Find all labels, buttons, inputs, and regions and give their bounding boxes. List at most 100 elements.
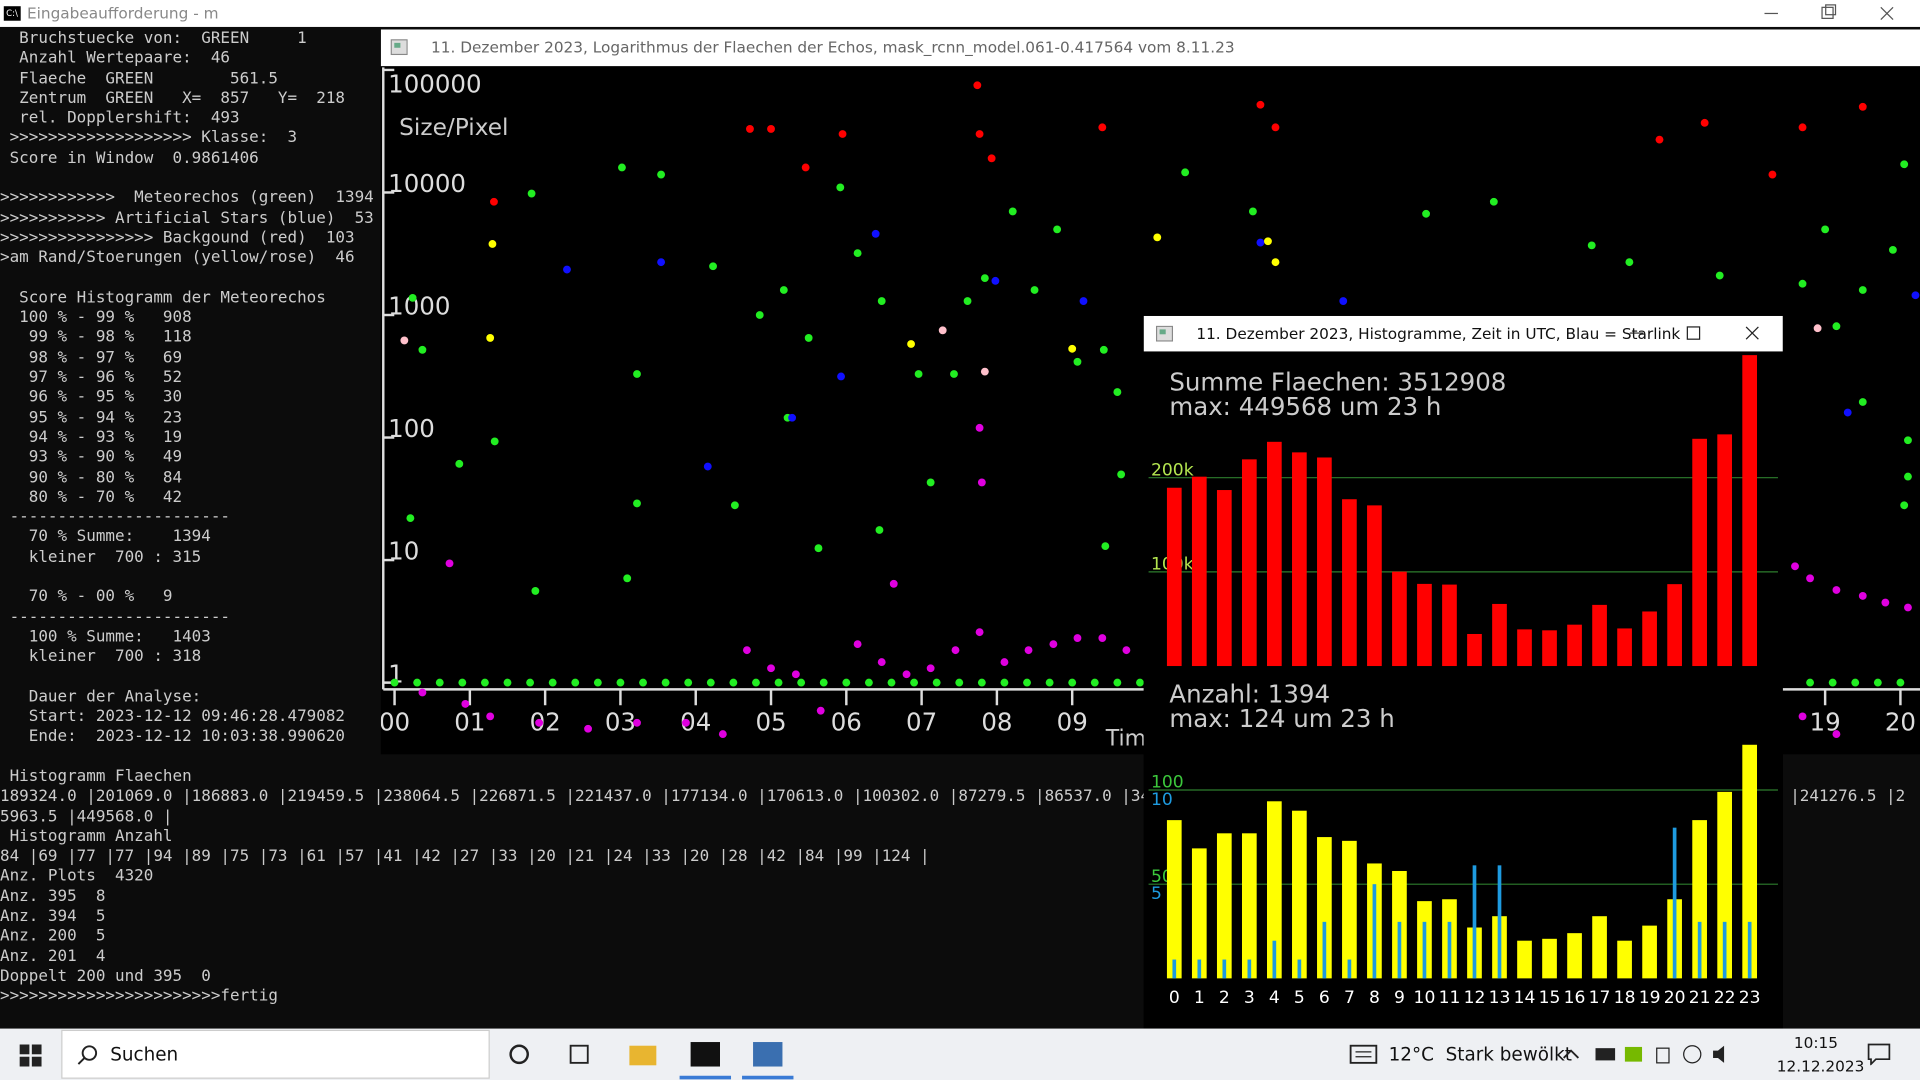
bar — [1222, 959, 1227, 979]
point — [887, 678, 896, 687]
console-text: Histogramm Flaechen — [0, 767, 192, 787]
point — [406, 514, 415, 523]
point — [1806, 574, 1814, 583]
bar — [1241, 459, 1257, 667]
point — [1832, 322, 1841, 331]
console-text: >>>>>>>>>>>>>>>>>>> Klasse: 3 — [0, 129, 298, 148]
point — [657, 170, 666, 179]
console-block: 70 % - 00 % 9 ----------------------- 10… — [0, 588, 1920, 668]
x-tick-label: 6 — [1319, 988, 1330, 1008]
point — [1828, 678, 1837, 687]
window-controls[interactable] — [1751, 0, 1920, 27]
x-tick-label: 5 — [1294, 988, 1305, 1008]
bar — [1267, 441, 1282, 667]
console-text: Anz. Plots 4320 — [0, 867, 154, 886]
bar — [1472, 865, 1477, 979]
point — [418, 345, 427, 354]
point — [408, 293, 417, 302]
console-line: Doppelt 200 und 395 0 — [0, 967, 1920, 987]
taskbar-apps[interactable] — [502, 1036, 796, 1080]
console-text: >>>>>>>>>>>> Meteorechos (green) 1394 — [0, 189, 374, 208]
window-controls[interactable] — [1621, 316, 1783, 352]
point — [1768, 170, 1777, 179]
point — [987, 154, 996, 163]
x-tick-label: 12 — [1464, 988, 1486, 1008]
clock-time: 10:15 — [1793, 1033, 1838, 1052]
point — [1655, 135, 1664, 144]
window-icon — [1155, 325, 1174, 342]
console-line: ----------------------- — [0, 608, 1920, 628]
bars — [1166, 744, 1758, 979]
bar — [1517, 629, 1532, 667]
point — [1904, 436, 1912, 445]
bar — [1417, 583, 1432, 667]
point — [838, 130, 847, 138]
point — [907, 340, 915, 348]
console-line: 97 % - 96 % 52 — [0, 369, 1920, 389]
bar — [1372, 884, 1377, 979]
x-tick-label: 20 — [1885, 708, 1916, 737]
point — [480, 678, 489, 687]
point — [1900, 160, 1909, 169]
console-text: Anz. 200 5 — [0, 927, 106, 946]
console-text: 80 % - 70 % 42 — [0, 488, 183, 507]
bar — [1742, 744, 1758, 979]
point — [730, 501, 739, 510]
console-line: 90 % - 80 % 84 — [0, 468, 1920, 488]
console-line: Histogramm Flaechen — [0, 768, 1920, 788]
point — [1073, 357, 1082, 366]
search-box[interactable]: Suchen — [61, 1029, 490, 1079]
start-button[interactable] — [19, 1044, 42, 1067]
console-line: 93 % - 90 % 49 — [0, 448, 1920, 468]
console-text: 70 % Summe: 1394 — [0, 528, 211, 547]
point — [633, 499, 641, 508]
tray-icons[interactable] — [1561, 1042, 1745, 1066]
bar — [1247, 959, 1252, 979]
point — [1153, 233, 1162, 242]
console-text: Bruchstuecke von: GREEN 1 — [0, 29, 307, 48]
console-text: 189324.0 |201069.0 |186883.0 |219459.5 |… — [0, 787, 1218, 807]
point — [991, 276, 1000, 285]
point — [975, 628, 984, 637]
console-text: >>>>>>>>>>>>>>>>>>>>>>>fertig — [0, 987, 278, 1006]
point — [973, 81, 982, 90]
point — [633, 718, 641, 727]
bar — [1722, 921, 1727, 979]
console-block: Dauer der Analyse: Start: 2023-12-12 09:… — [0, 688, 1920, 748]
console-line: 84 |69 |77 |77 |94 |89 |75 |73 |61 |57 |… — [0, 848, 1920, 868]
chart-title: Anzahl: 1394 — [1169, 680, 1330, 709]
console-text: 95 % - 94 % 23 — [0, 408, 183, 427]
console-block: Score Histogramm der Meteorechos 100 % -… — [0, 289, 1920, 568]
point — [1339, 297, 1348, 305]
point — [902, 670, 911, 679]
point — [1053, 225, 1062, 234]
point — [1821, 225, 1830, 234]
bar — [1467, 633, 1482, 667]
point — [1896, 678, 1905, 687]
point — [623, 574, 632, 583]
point — [1030, 286, 1039, 294]
bar — [1617, 628, 1632, 667]
console-text: 96 % - 95 % 30 — [0, 388, 183, 407]
notifications[interactable] — [1867, 1043, 1891, 1066]
point — [486, 712, 495, 721]
console-line: 70 % Summe: 1394 — [0, 528, 1920, 548]
point — [445, 559, 454, 568]
window-title: Eingabeaufforderung - m — [26, 3, 219, 23]
bar — [1292, 810, 1307, 979]
bar — [1397, 921, 1402, 979]
console-line: >>>>>>>>>>>>>>>>>>> Klasse: 3 — [0, 129, 1920, 149]
chart-subtitle: max: 449568 um 23 h — [1169, 392, 1441, 421]
console-line: Start: 2023-12-12 09:46:28.479082 — [0, 708, 1920, 728]
bar — [1692, 438, 1707, 667]
point — [486, 334, 495, 342]
bar — [1216, 833, 1232, 979]
bar — [1497, 865, 1502, 979]
point — [639, 678, 647, 687]
console-text: Zentrum GREEN X= 857 Y= 218 — [0, 89, 346, 108]
bar — [1392, 571, 1407, 667]
x-tick-label: 15 — [1539, 988, 1561, 1008]
point — [1122, 646, 1131, 655]
point — [458, 678, 467, 687]
